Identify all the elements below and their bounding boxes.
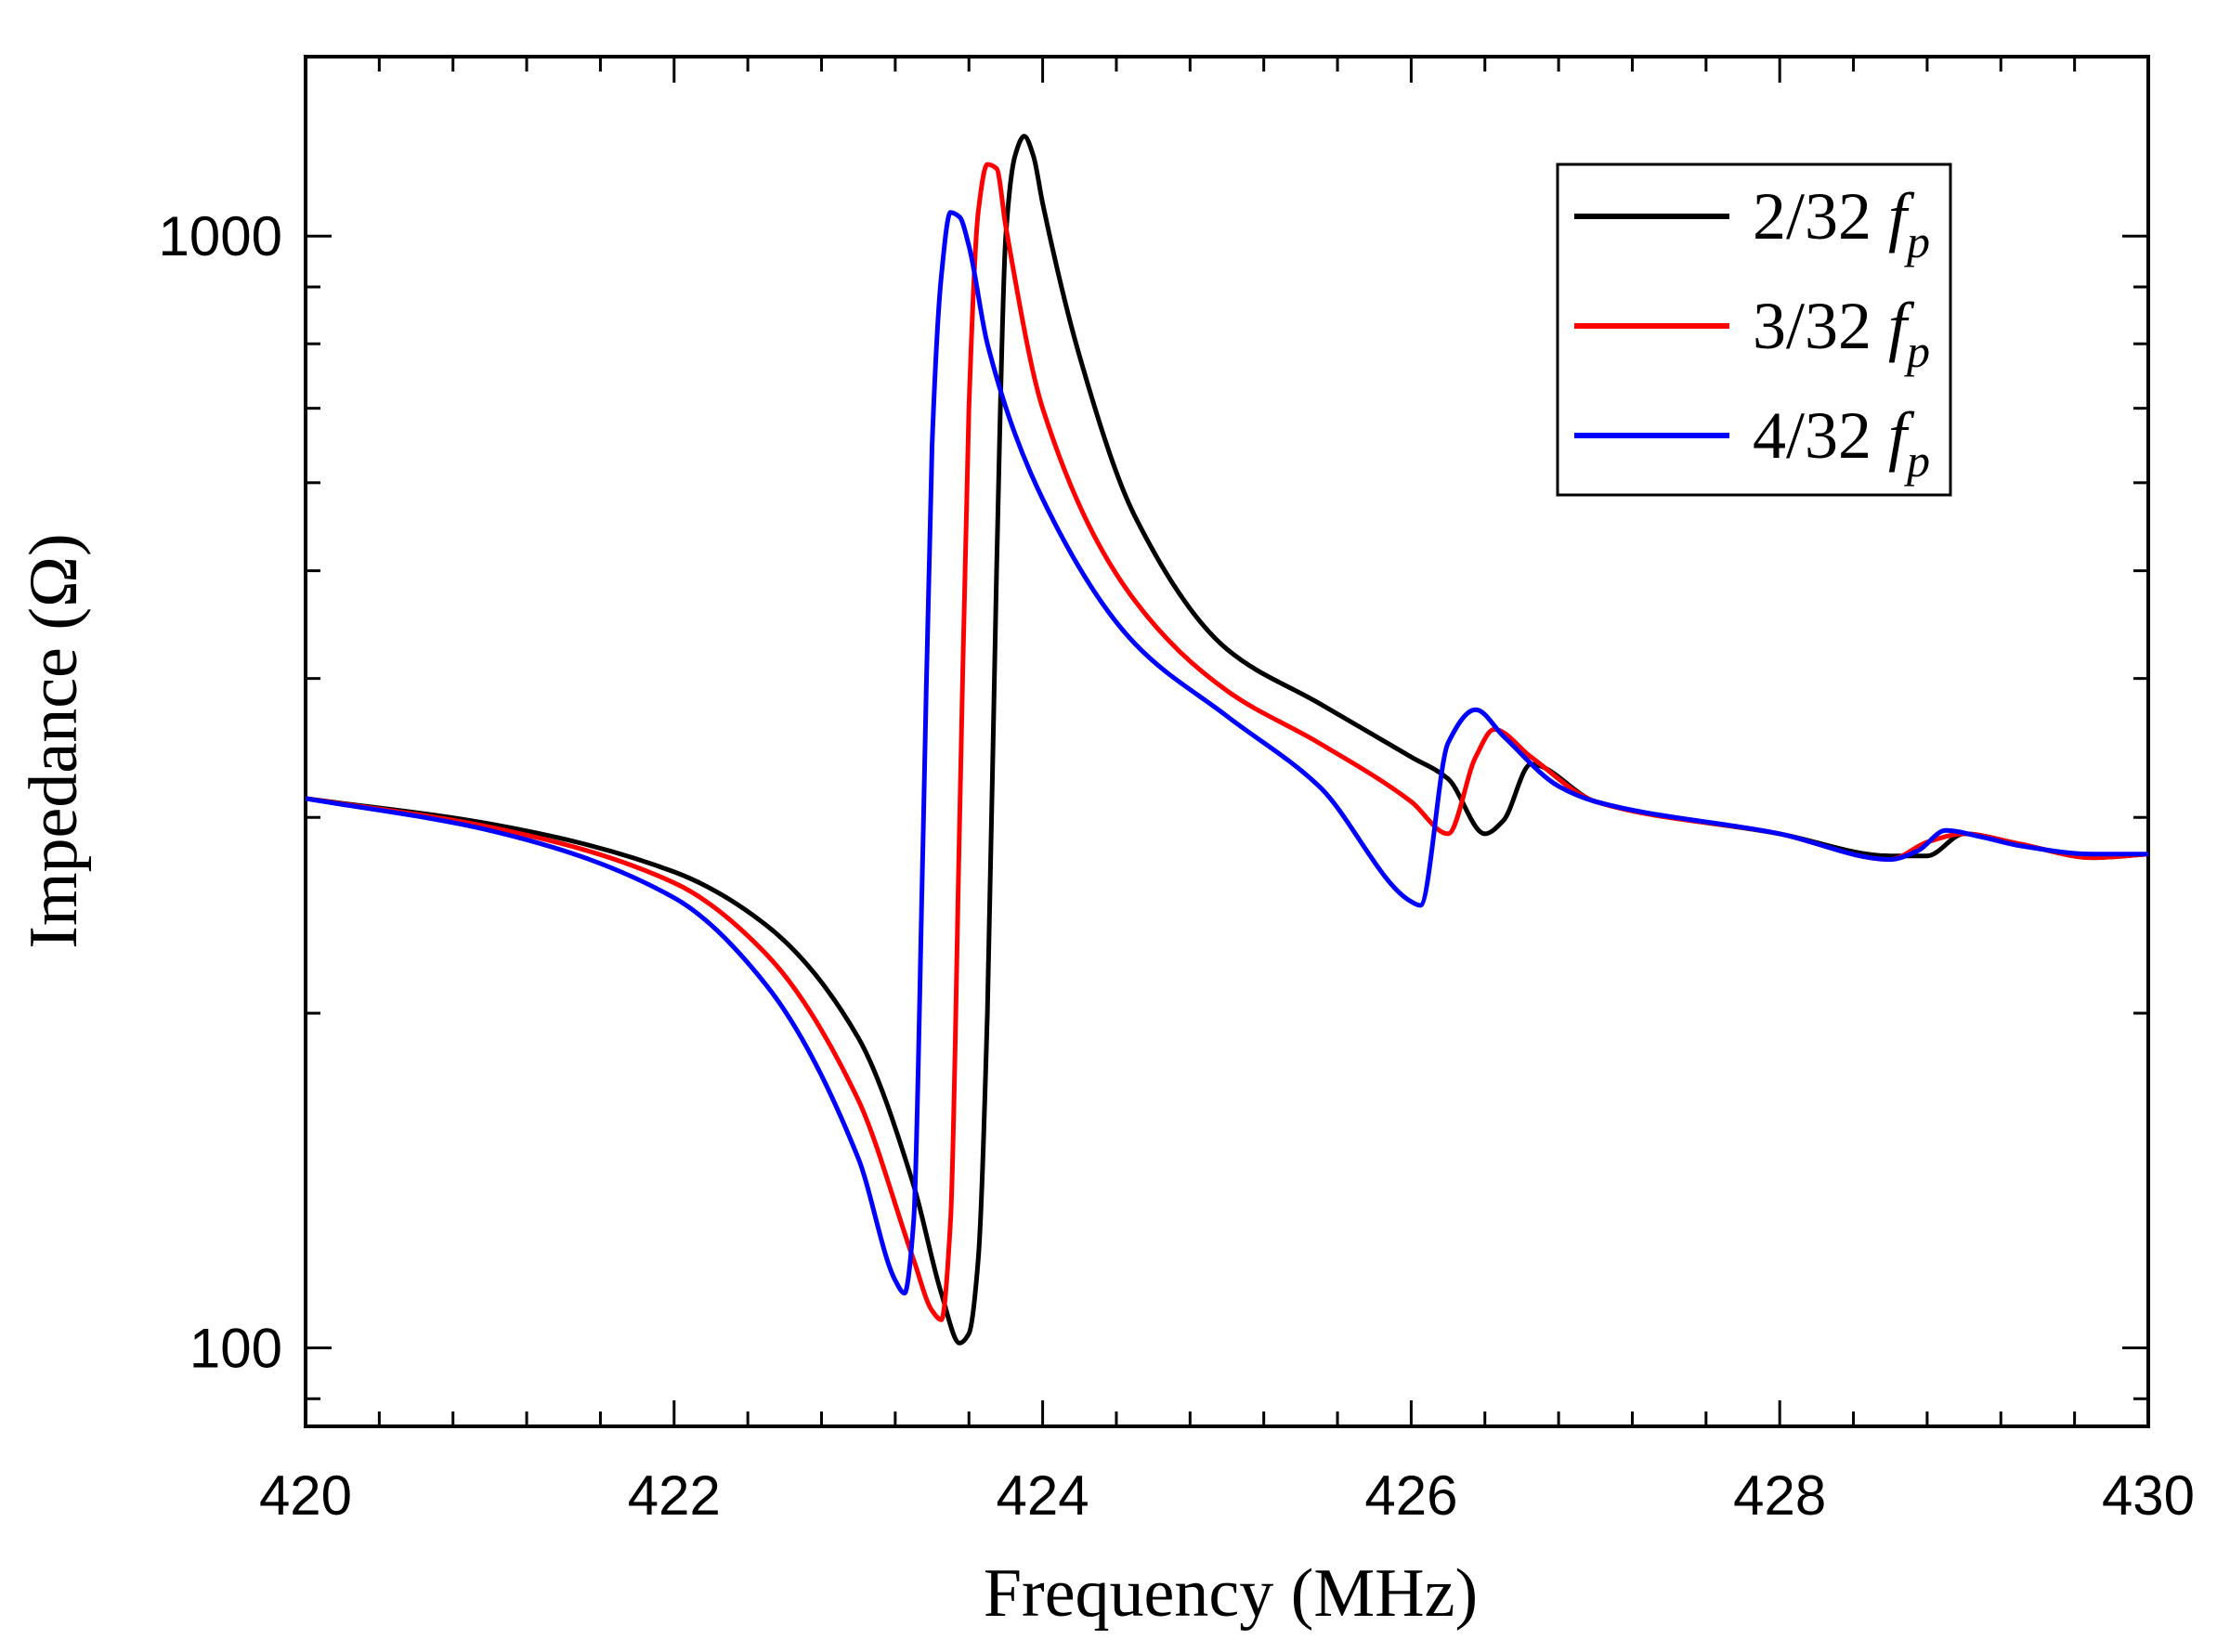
x-tick-label: 420 xyxy=(259,1464,352,1527)
legend-label: 2/32 fp xyxy=(1753,179,1930,267)
x-tick-label: 426 xyxy=(1364,1464,1457,1527)
series-lines xyxy=(306,134,2148,1346)
plot-frame xyxy=(304,55,2150,1428)
x-tick-label: 430 xyxy=(2102,1464,2195,1527)
x-tick-label: 428 xyxy=(1733,1464,1826,1527)
series-line-4 xyxy=(306,210,2148,1296)
x-tick-label: 422 xyxy=(628,1464,721,1527)
legend-item[interactable]: 2/32 fp xyxy=(1574,179,1930,267)
legend-label: 3/32 fp xyxy=(1753,289,1930,377)
legend[interactable]: 2/32 fp 3/32 fp 4/32 fp xyxy=(1556,163,1952,497)
x-tick-label: 424 xyxy=(997,1464,1089,1527)
axis-ticks xyxy=(304,57,2150,1426)
legend-item[interactable]: 3/32 fp xyxy=(1574,289,1930,377)
legend-box xyxy=(1556,163,1952,497)
x-axis-title: Frequency (MHz) xyxy=(984,1555,1478,1632)
y-tick-label: 1000 xyxy=(159,205,282,267)
y-axis-title: Impedance (Ω) xyxy=(16,533,92,948)
axis-tick-labels: 420 422 424 426 428 430 100 1000 xyxy=(159,205,2196,1527)
legend-item[interactable]: 4/32 fp xyxy=(1574,398,1930,487)
y-tick-label: 100 xyxy=(189,1317,282,1379)
legend-label: 4/32 fp xyxy=(1753,398,1930,487)
